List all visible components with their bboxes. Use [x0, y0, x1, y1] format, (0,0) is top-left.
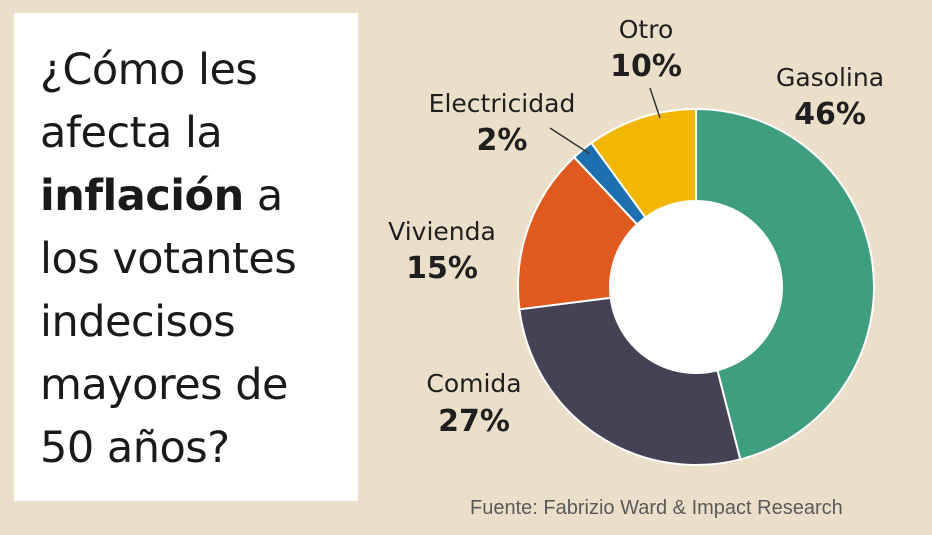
source-note: Fuente: Fabrizio Ward & Impact Research: [470, 497, 843, 519]
donut-hole: [610, 201, 782, 373]
value-label-otro: 10%: [610, 49, 682, 84]
title-line-3-rest: a: [243, 171, 283, 221]
title-line-1: ¿Cómo les: [40, 45, 258, 95]
leader-line-otro: [649, 87, 661, 119]
title-line-5: indecisos: [40, 297, 236, 347]
title-line-4: los votantes: [40, 234, 297, 284]
label-gasolina: Gasolina: [776, 63, 884, 92]
value-label-comida: 27%: [438, 404, 510, 439]
value-label-electricidad: 2%: [477, 123, 528, 158]
title-line-6: mayores de: [40, 360, 289, 410]
label-comida: Comida: [426, 369, 521, 398]
label-otro: Otro: [619, 15, 674, 44]
chart-title: ¿Cómo les afecta la inflación a los vota…: [40, 39, 356, 480]
title-line-3: inflación a: [40, 165, 356, 228]
title-emphasis: inflación: [40, 171, 244, 221]
value-label-gasolina: 46%: [794, 97, 866, 132]
label-vivienda: Vivienda: [388, 217, 496, 246]
title-panel: ¿Cómo les afecta la inflación a los vota…: [14, 13, 358, 501]
leader-line-electricidad: [549, 127, 591, 155]
label-electricidad: Electricidad: [429, 89, 576, 118]
title-line-7: 50 años?: [40, 423, 230, 473]
title-line-2: afecta la: [40, 108, 223, 158]
value-label-vivienda: 15%: [406, 251, 478, 286]
